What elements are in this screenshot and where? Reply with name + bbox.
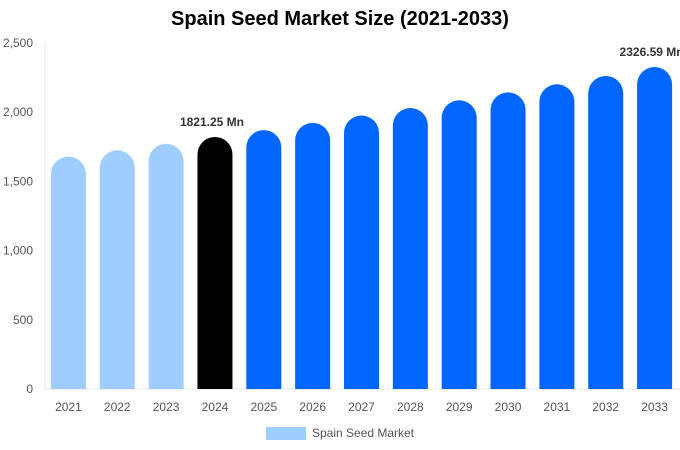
x-tick-label: 2026 — [299, 400, 326, 414]
data-label: 1821.25 Mn — [180, 115, 244, 129]
y-tick-label: 0 — [26, 382, 33, 396]
bar-2029 — [441, 100, 477, 389]
x-tick-label: 2033 — [641, 400, 668, 414]
y-tick-label: 500 — [13, 313, 33, 327]
bar-2021 — [50, 156, 86, 389]
x-tick-label: 2029 — [446, 400, 473, 414]
x-tick-label: 2023 — [153, 400, 180, 414]
x-tick-label: 2025 — [250, 400, 277, 414]
x-tick-label: 2030 — [495, 400, 522, 414]
legend-label: Spain Seed Market — [312, 426, 415, 440]
chart-title: Spain Seed Market Size (2021-2033) — [171, 8, 509, 30]
x-tick-label: 2021 — [55, 400, 82, 414]
y-tick-label: 1,500 — [3, 174, 33, 188]
data-label: 2326.59 Mn — [620, 45, 680, 59]
bar-2028 — [392, 108, 428, 389]
legend: Spain Seed Market — [266, 426, 414, 440]
bar-2027 — [344, 115, 379, 390]
bar-2031 — [539, 84, 575, 390]
x-tick-label: 2024 — [202, 400, 229, 414]
x-tick-label: 2031 — [544, 400, 571, 414]
bar-2023 — [148, 143, 184, 389]
y-tick-label: 1,000 — [3, 244, 33, 258]
y-tick-label: 2,000 — [3, 105, 33, 119]
bar-2025 — [246, 130, 282, 390]
legend-swatch — [266, 426, 306, 440]
x-tick-label: 2032 — [592, 400, 619, 414]
x-tick-label: 2028 — [397, 400, 424, 414]
y-tick-label: 2,500 — [3, 36, 33, 50]
bar-2026 — [295, 122, 331, 389]
bar-2030 — [490, 92, 526, 389]
bar-2032 — [588, 75, 624, 389]
bar-2022 — [99, 150, 135, 389]
x-tick-label: 2027 — [348, 400, 375, 414]
bar-2024 — [197, 136, 233, 389]
bar-2033 — [637, 66, 673, 390]
x-tick-label: 2022 — [104, 400, 131, 414]
